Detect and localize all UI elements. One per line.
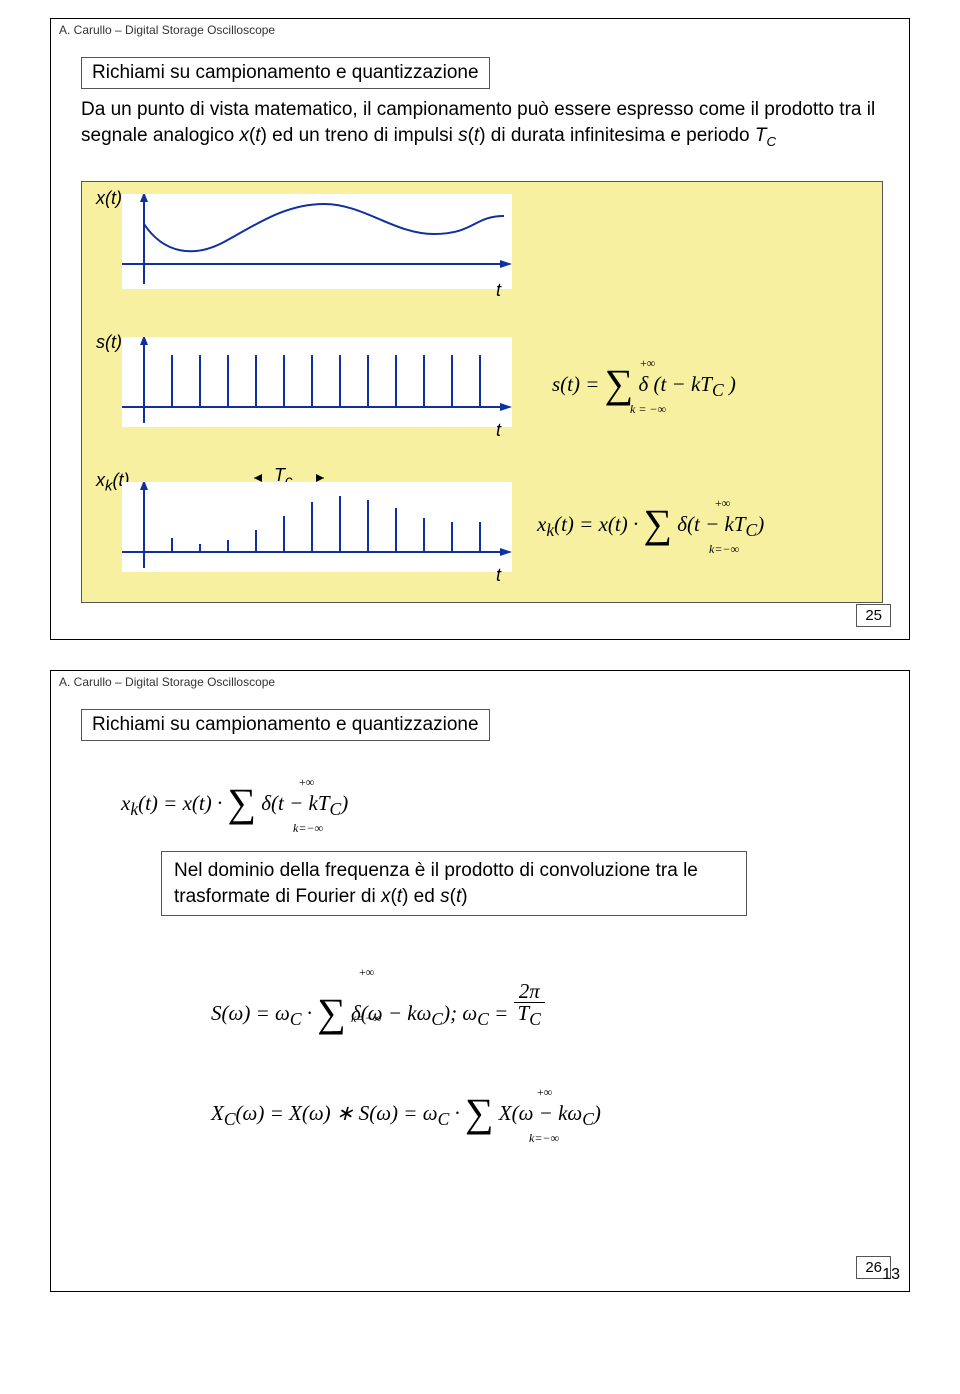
fourier-text-box: Nel dominio della frequenza è il prodott…	[161, 851, 747, 916]
axis-label-t-1: t	[496, 280, 501, 301]
equation-s-of-t: s(t) = ∑ δ (t − kTC ) +∞ k = −∞	[552, 372, 736, 401]
slide-body-text: Da un punto di vista matematico, il camp…	[81, 97, 879, 150]
slide-title: Richiami su campionamento e quantizzazio…	[81, 57, 490, 89]
slide-number: 25	[856, 604, 891, 627]
page: A. Carullo – Digital Storage Oscilloscop…	[0, 18, 960, 1292]
course-header: A. Carullo – Digital Storage Oscilloscop…	[59, 23, 275, 37]
slide-26: A. Carullo – Digital Storage Oscilloscop…	[50, 670, 910, 1292]
course-header: A. Carullo – Digital Storage Oscilloscop…	[59, 675, 275, 689]
label-x-of-t: x(t)	[96, 188, 122, 209]
equation-xc-omega: XC(ω) = X(ω) ∗ S(ω) = ωC · ∑ X(ω − kωC) …	[211, 1101, 601, 1130]
label-s-of-t: s(t)	[96, 332, 122, 353]
equation-xk-repeat: xk(t) = x(t) · ∑ δ(t − kTC) +∞ k=−∞	[121, 791, 348, 820]
equation-xk-of-t: xk(t) = x(t) · ∑ δ(t − kTC) +∞ k=−∞	[537, 512, 764, 541]
page-number: 13	[882, 1266, 900, 1284]
axis-label-t-2: t	[496, 420, 501, 441]
signal-x-of-t	[122, 194, 512, 289]
diagram-panel: x(t) t s(t) t s(t)	[81, 181, 883, 603]
signal-s-of-t	[122, 337, 512, 427]
axis-label-t-3: t	[496, 565, 501, 586]
slide-title: Richiami su campionamento e quantizzazio…	[81, 709, 490, 741]
signal-xk-of-t	[122, 482, 512, 572]
equation-s-omega: S(ω) = ωC · ∑ δ(ω − kωC); ωC = 2πTC +∞ k…	[211, 981, 545, 1030]
slide-25: A. Carullo – Digital Storage Oscilloscop…	[50, 18, 910, 640]
